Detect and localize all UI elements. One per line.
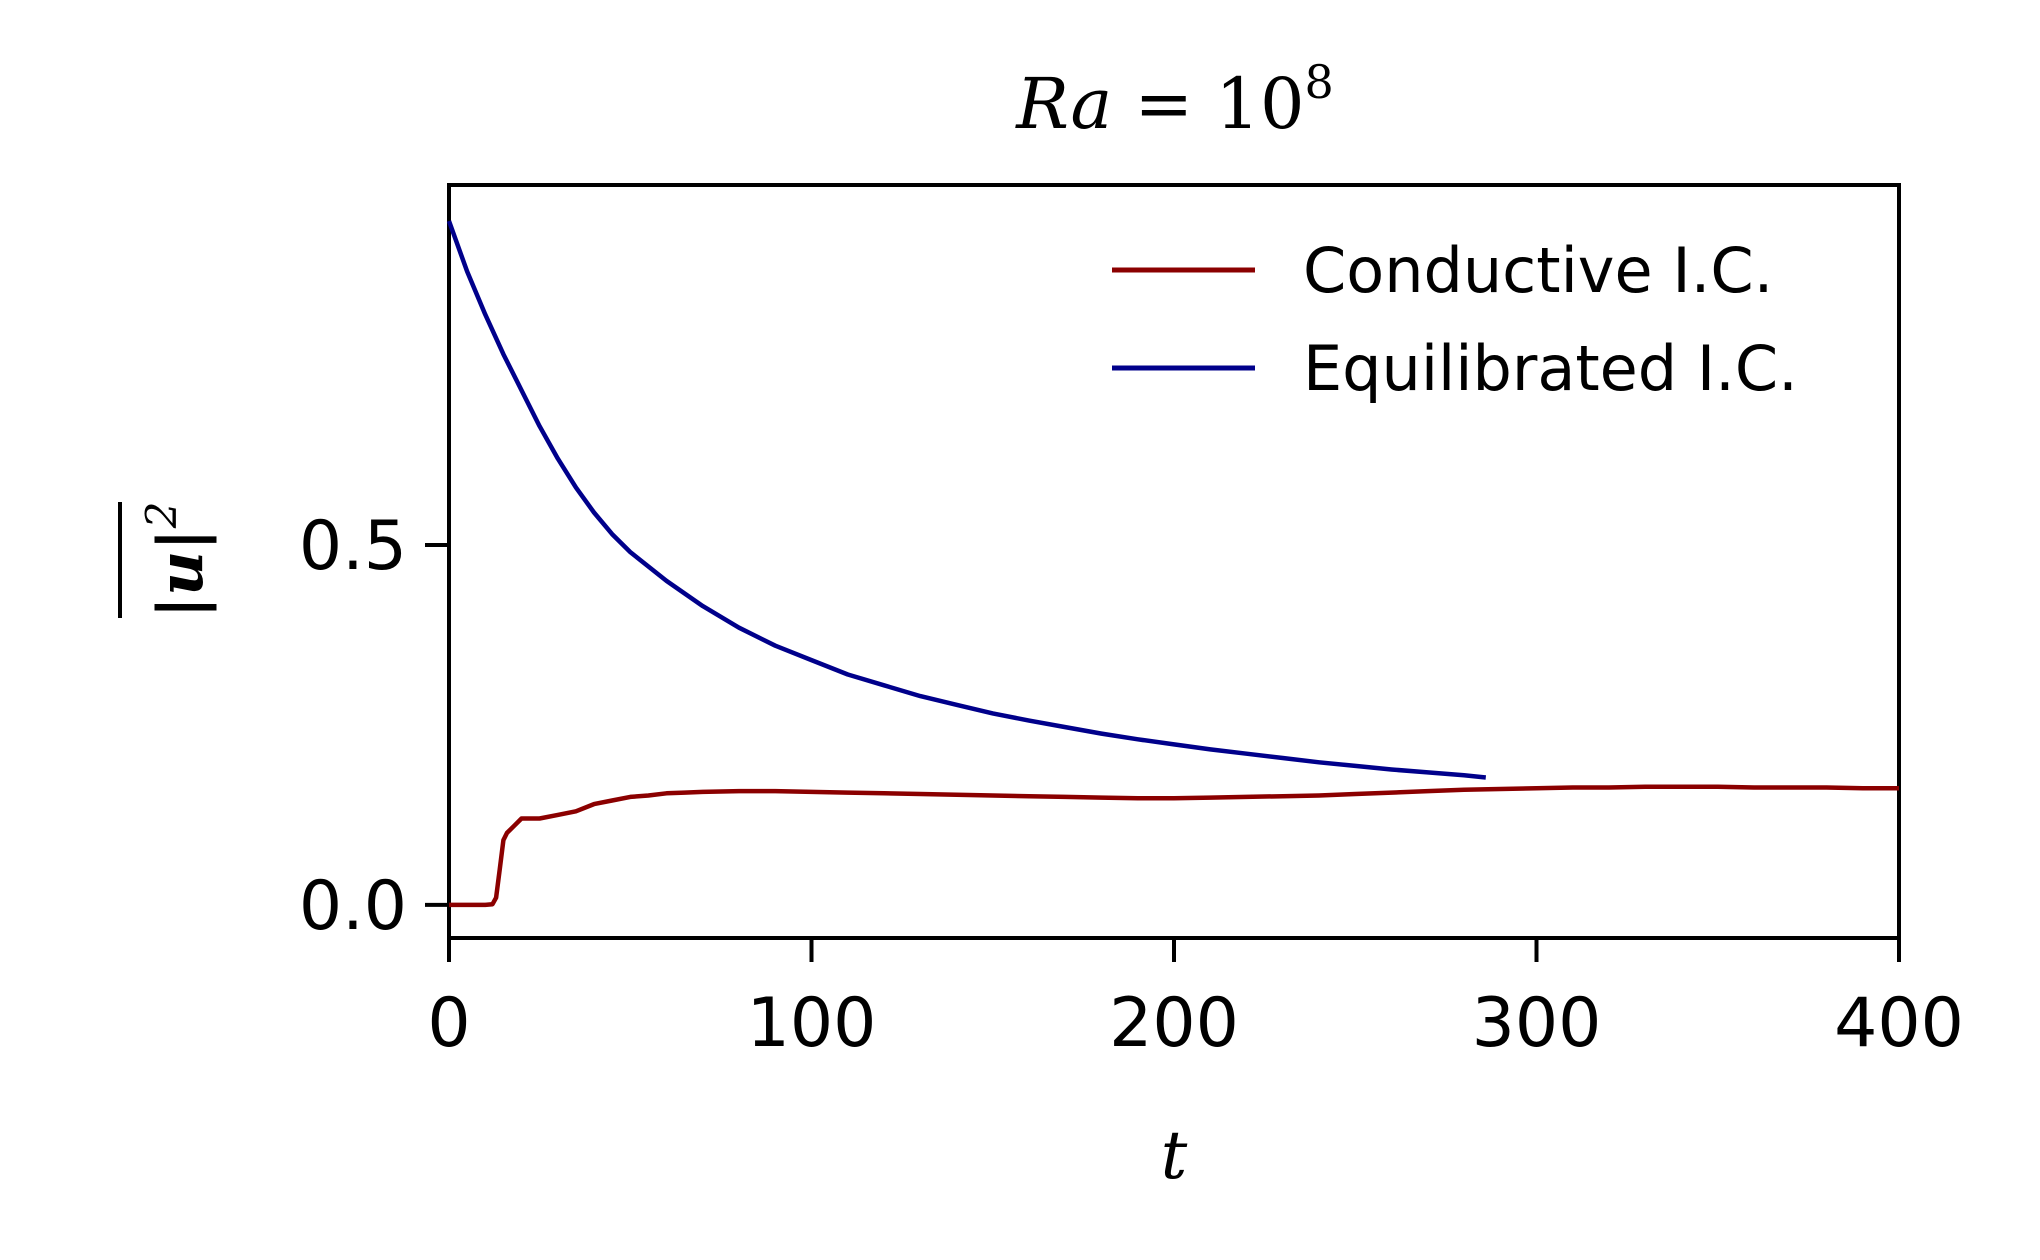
x-tick-label: 100 bbox=[747, 984, 877, 1063]
legend: Conductive I.C. Equilibrated I.C. bbox=[1112, 234, 1798, 405]
legend-label-conductive: Conductive I.C. bbox=[1303, 234, 1773, 307]
y-tick-label: 0.5 bbox=[299, 507, 407, 586]
x-tick-label: 300 bbox=[1472, 984, 1602, 1063]
x-tick-label: 200 bbox=[1109, 984, 1239, 1063]
chart-title: Ra = 108 bbox=[1014, 55, 1334, 145]
x-axis-label: t bbox=[1161, 1117, 1188, 1194]
legend-label-equilibrated: Equilibrated I.C. bbox=[1303, 332, 1798, 405]
y-axis-label: |u|2 bbox=[118, 502, 217, 619]
x-tick-label: 400 bbox=[1834, 984, 1964, 1063]
y-tick-label: 0.0 bbox=[299, 867, 407, 946]
x-tick-label: 0 bbox=[427, 984, 470, 1063]
series-line-equilibrated bbox=[446, 220, 1487, 780]
y-ticks: 0.0 0.5 bbox=[299, 507, 449, 946]
svg-text:|u|2: |u|2 bbox=[137, 502, 217, 619]
series-line-conductive bbox=[449, 784, 1899, 908]
x-ticks: 0 100 200 300 400 bbox=[427, 938, 1964, 1063]
